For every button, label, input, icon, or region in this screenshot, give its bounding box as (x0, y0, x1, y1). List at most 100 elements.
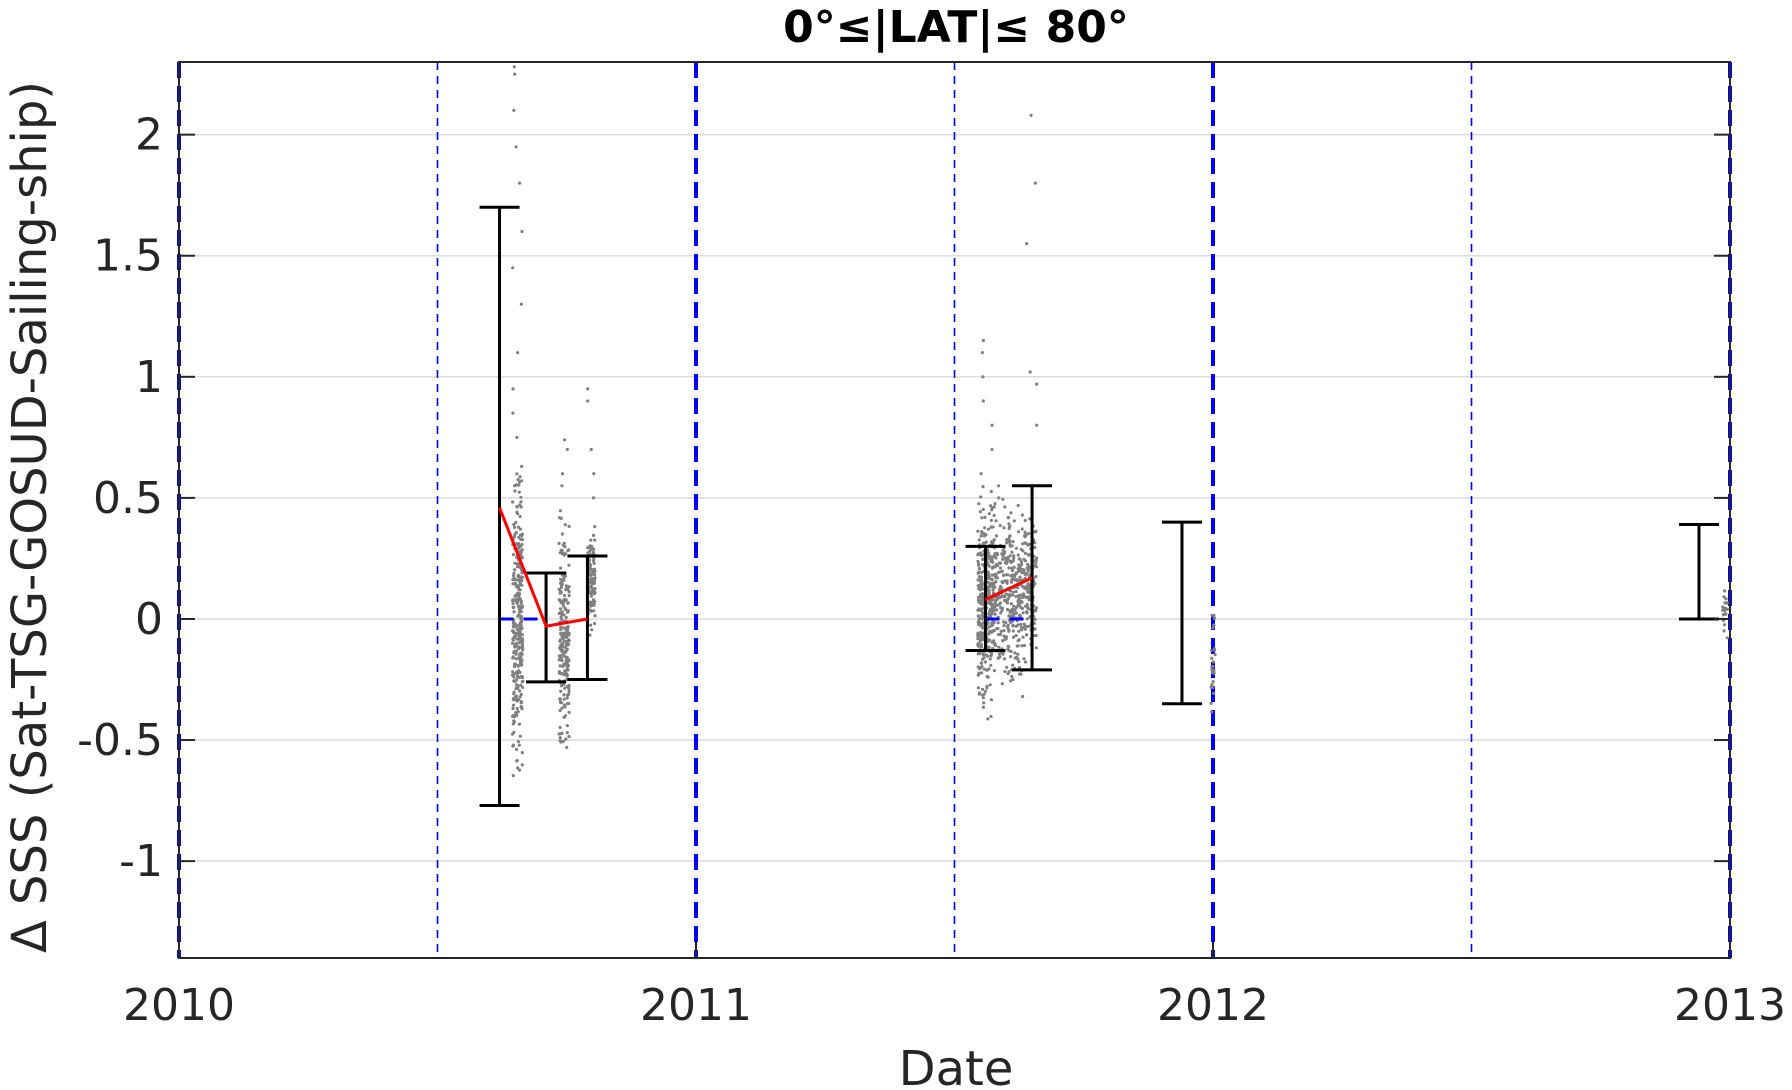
scatter-point (558, 700, 563, 705)
scatter-point (1006, 623, 1010, 627)
scatter-point (520, 640, 525, 645)
scatter-point (511, 706, 515, 711)
scatter-point (1008, 589, 1013, 593)
scatter-point (520, 583, 524, 587)
scatter-point (1013, 608, 1017, 612)
scatter-point (515, 683, 519, 687)
scatter-point (592, 547, 596, 551)
scatter-point (562, 697, 566, 701)
scatter-point (590, 579, 595, 583)
plot-frame (178, 61, 1731, 959)
scatter-point (1025, 242, 1029, 246)
scatter-point (1007, 670, 1011, 674)
scatter-point (1018, 602, 1022, 606)
scatter-point (511, 387, 515, 391)
scatter-point (1006, 644, 1010, 649)
scatter-point (559, 516, 563, 521)
scatter-point (517, 490, 521, 494)
scatter-point (1014, 611, 1019, 615)
scatter-point (1015, 605, 1019, 609)
scatter-point (981, 653, 985, 657)
scatter-point (1019, 622, 1023, 626)
scatter-point (977, 562, 981, 566)
scatter-point (559, 566, 563, 570)
error-bars (479, 205, 1719, 807)
scatter-point (980, 607, 985, 611)
scatter-point (1006, 593, 1010, 597)
scatter-point (1020, 527, 1024, 531)
scatter-point (510, 641, 515, 645)
scatter-point (518, 527, 523, 531)
scatter-point (517, 604, 521, 608)
scatter-point (517, 565, 522, 569)
scatter-point (517, 585, 521, 589)
scatter-point (1016, 553, 1020, 557)
scatter-point (558, 725, 562, 730)
scatter-point (1004, 635, 1009, 639)
scatter-point (1027, 586, 1031, 590)
chart-title: 0°≤|LAT|≤ 80° (783, 2, 1129, 53)
scatter-point (992, 513, 996, 518)
scatter-point (980, 613, 984, 617)
scatter-point (586, 546, 590, 550)
scatter-point (1012, 635, 1016, 639)
scatter-point (990, 578, 994, 582)
scatter-point (559, 654, 564, 658)
scatter-point (565, 673, 569, 677)
scatter-point (516, 710, 520, 714)
scatter-point (563, 645, 568, 650)
scatter-point (513, 568, 517, 572)
scatter-point (1005, 581, 1009, 585)
scatter-point (1023, 627, 1027, 631)
scatter-point (561, 682, 566, 687)
scatter-point (558, 509, 563, 513)
scatter-point (1006, 626, 1010, 630)
scatter-point (978, 510, 982, 514)
scatter-point (514, 641, 519, 645)
scatter-point (591, 533, 596, 538)
scatter-point (980, 351, 985, 355)
scatter-point (1034, 561, 1038, 565)
scatter-point (566, 693, 570, 697)
scatter-point (560, 584, 564, 588)
scatter-point (519, 645, 524, 649)
scatter-point (592, 557, 596, 561)
y-tick-label: 1.5 (93, 231, 163, 282)
scatter-point (1011, 677, 1015, 682)
scatter-point (567, 593, 571, 598)
scatter-point (519, 614, 523, 618)
scatter-point (567, 548, 571, 552)
scatter-point (515, 678, 519, 682)
scatter-point (981, 626, 985, 630)
scatter-point (564, 587, 568, 592)
scatter-point (995, 595, 1000, 599)
scatter-point (997, 561, 1002, 565)
scatter-point (1023, 535, 1027, 539)
scatter-point (563, 523, 567, 527)
scatter-point (987, 667, 991, 671)
scatter-point (561, 631, 566, 635)
scatter-point (560, 472, 565, 476)
scatter-point (520, 675, 525, 680)
scatter-point (511, 599, 515, 603)
scatter-point (515, 505, 519, 509)
scatter-point (1017, 597, 1021, 601)
scatter-point (560, 484, 564, 488)
scatter-point (564, 615, 568, 620)
scatter-point (511, 605, 515, 610)
scatter-point (559, 689, 563, 693)
scatter-point (1009, 620, 1013, 625)
scatter-point (515, 759, 519, 763)
scatter-point (980, 643, 984, 647)
scatter-point (589, 594, 594, 598)
scatter-point (518, 181, 522, 185)
scatter-point (1026, 569, 1030, 573)
scatter-point (988, 657, 992, 661)
scatter-point (517, 542, 521, 546)
scatter-point (519, 552, 523, 556)
scatter-point (560, 645, 564, 649)
scatter-point (511, 743, 516, 747)
scatter-point (993, 642, 997, 647)
scatter-point (1004, 592, 1008, 596)
scatter-point (988, 582, 992, 586)
